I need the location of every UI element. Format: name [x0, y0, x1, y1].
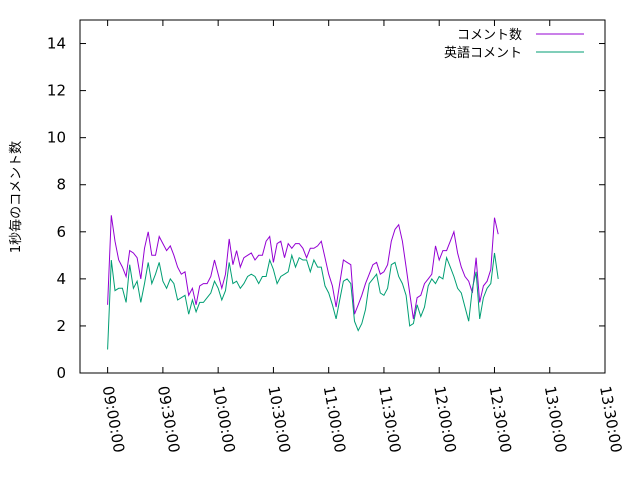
x-tick-label: 12:00:00 [430, 385, 459, 454]
plot-frame [79, 19, 606, 374]
legend-label-1: コメント数 [457, 28, 522, 43]
x-tick-label: 13:00:00 [541, 385, 570, 454]
y-tick-labels: 0 2 4 6 8 10 12 14 [47, 35, 66, 382]
x-tick-label: 12:30:00 [486, 385, 515, 454]
x-tick-labels: 09:00:00 09:30:00 10:00:00 10:30:00 11:00:00… [99, 385, 626, 454]
y-axis-label: 1秒毎のコメント数 [8, 141, 24, 253]
x-tick-label: 11:30:00 [375, 385, 404, 454]
series-lines [107, 215, 499, 350]
x-tick-label: 10:30:00 [264, 385, 293, 454]
legend-label-2: 英語コメント [444, 45, 522, 61]
x-tick-label: 10:00:00 [209, 385, 238, 454]
axis-ticks [80, 20, 606, 374]
y-tick-label: 10 [47, 129, 66, 147]
series-line-2 [107, 252, 499, 350]
y-tick-label: 8 [56, 176, 66, 194]
y-tick-label: 6 [56, 223, 66, 241]
y-tick-label: 12 [47, 82, 66, 100]
y-tick-label: 4 [56, 270, 66, 288]
x-tick-label: 13:30:00 [596, 385, 625, 454]
x-tick-label: 09:30:00 [154, 385, 183, 454]
x-tick-label: 09:00:00 [99, 385, 128, 454]
y-tick-label: 2 [56, 317, 66, 335]
y-tick-label: 0 [56, 364, 66, 382]
series-line-1 [107, 215, 499, 319]
x-tick-label: 11:00:00 [320, 385, 349, 454]
y-tick-label: 14 [47, 35, 66, 53]
